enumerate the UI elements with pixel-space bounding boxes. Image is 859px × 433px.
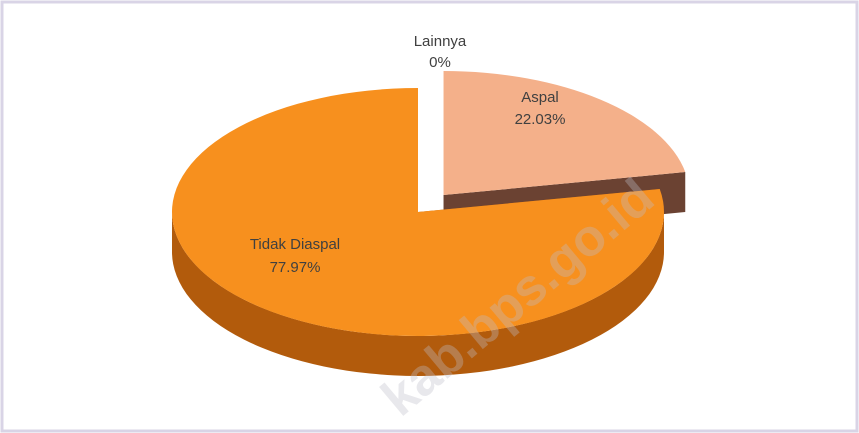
slice-label: Lainnya	[414, 33, 467, 50]
slice-label: Aspal	[521, 89, 559, 106]
slice-value-label: 77.97%	[270, 259, 321, 276]
slice-top	[443, 71, 686, 196]
slice-side	[172, 212, 664, 376]
slice-value-label: 0%	[429, 54, 451, 71]
slice-top	[171, 88, 664, 336]
slice-label: Tidak Diaspal	[250, 236, 340, 253]
slice-value-label: 22.03%	[515, 111, 566, 128]
pie	[171, 71, 686, 376]
slice	[171, 88, 664, 376]
